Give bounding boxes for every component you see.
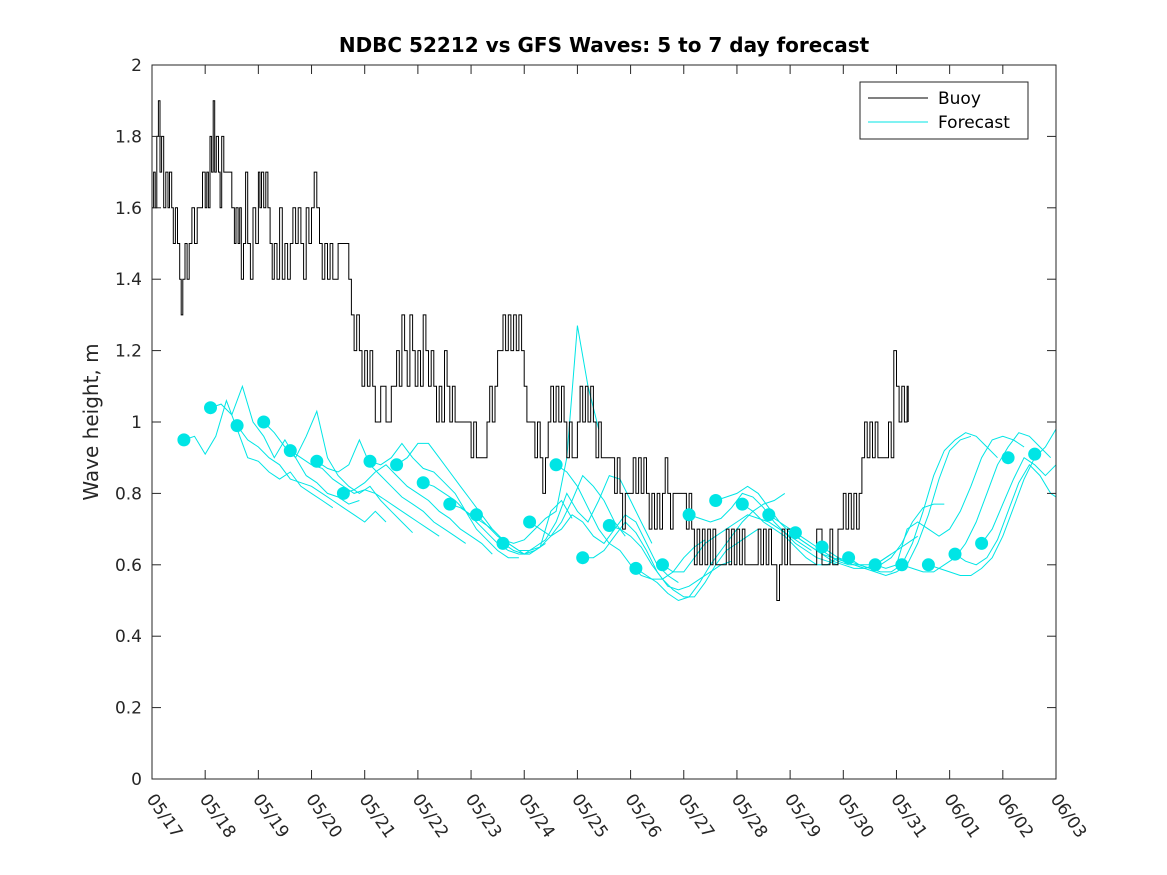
forecast-line bbox=[954, 463, 1056, 566]
forecast-marker bbox=[390, 458, 404, 472]
legend: Buoy Forecast bbox=[859, 81, 1029, 140]
forecast-marker bbox=[1001, 451, 1015, 465]
forecast-marker bbox=[682, 508, 696, 522]
forecast-marker bbox=[629, 561, 643, 575]
forecast-marker bbox=[336, 486, 350, 500]
chart-title: NDBC 52212 vs GFS Waves: 5 to 7 day fore… bbox=[339, 33, 870, 57]
y-tick-label: 1.4 bbox=[115, 270, 142, 290]
forecast-marker bbox=[576, 551, 590, 565]
forecast-marker bbox=[975, 536, 989, 550]
buoy-line bbox=[152, 100, 909, 601]
forecast-line bbox=[210, 384, 360, 505]
forecast-line bbox=[236, 425, 387, 523]
forecast-marker bbox=[735, 497, 749, 511]
forecast-marker bbox=[815, 540, 829, 554]
forecast-line bbox=[981, 456, 1056, 544]
forecast-marker bbox=[948, 547, 962, 561]
y-tick-label: 1 bbox=[131, 413, 142, 433]
forecast-marker bbox=[310, 454, 324, 468]
forecast-marker bbox=[921, 558, 935, 572]
forecast-marker bbox=[868, 558, 882, 572]
plot-frame bbox=[151, 64, 1057, 780]
forecast-marker bbox=[443, 497, 457, 511]
forecast-marker bbox=[469, 508, 483, 522]
buoy-series bbox=[152, 100, 909, 601]
forecast-marker bbox=[283, 444, 297, 458]
forecast-marker bbox=[523, 515, 537, 529]
forecast-marker bbox=[895, 558, 909, 572]
forecast-line bbox=[901, 432, 1052, 573]
forecast-markers bbox=[177, 401, 1042, 575]
y-tick-label: 2 bbox=[131, 56, 142, 76]
y-tick-label: 0.8 bbox=[115, 484, 142, 504]
forecast-line bbox=[529, 514, 679, 584]
y-axis-label: Wave height, m bbox=[79, 343, 103, 500]
legend-box bbox=[859, 81, 1029, 140]
forecast-marker bbox=[549, 458, 563, 472]
forecast-marker bbox=[788, 526, 802, 540]
forecast-line bbox=[609, 525, 759, 598]
y-tick-label: 1.2 bbox=[115, 342, 142, 362]
forecast-marker bbox=[204, 401, 217, 415]
forecast-marker bbox=[842, 551, 856, 565]
y-tick-label: 0.6 bbox=[115, 556, 142, 576]
legend-forecast-label: Forecast bbox=[938, 113, 1010, 133]
forecast-line bbox=[369, 442, 519, 559]
forecast-marker bbox=[363, 454, 377, 468]
forecast-marker bbox=[762, 508, 776, 522]
forecast-marker bbox=[709, 494, 723, 507]
y-tick-label: 1.6 bbox=[115, 199, 142, 219]
forecast-line bbox=[343, 464, 493, 555]
forecast-marker bbox=[1028, 447, 1042, 461]
legend-buoy-label: Buoy bbox=[938, 89, 981, 109]
forecast-line bbox=[316, 438, 466, 544]
forecast-marker bbox=[177, 433, 191, 447]
forecast-line bbox=[396, 442, 546, 555]
forecast-line bbox=[875, 435, 1025, 569]
y-tick-label: 0 bbox=[131, 770, 142, 790]
forecast-marker bbox=[496, 536, 510, 550]
forecast-line bbox=[688, 492, 839, 566]
y-tick-label: 0.2 bbox=[115, 699, 142, 719]
y-tick-label: 1.8 bbox=[115, 127, 142, 147]
forecast-marker bbox=[257, 415, 271, 429]
y-tick-label: 0.4 bbox=[115, 627, 142, 647]
forecast-marker bbox=[416, 476, 430, 490]
forecast-marker bbox=[230, 419, 244, 433]
forecast-marker bbox=[602, 519, 616, 532]
forecast-marker bbox=[656, 558, 669, 572]
y-axis-ticks: 0 0.2 0.4 0.6 0.8 1 1.2 1.4 1.6 1.8 2 bbox=[115, 56, 1056, 790]
forecast-line bbox=[183, 399, 334, 509]
